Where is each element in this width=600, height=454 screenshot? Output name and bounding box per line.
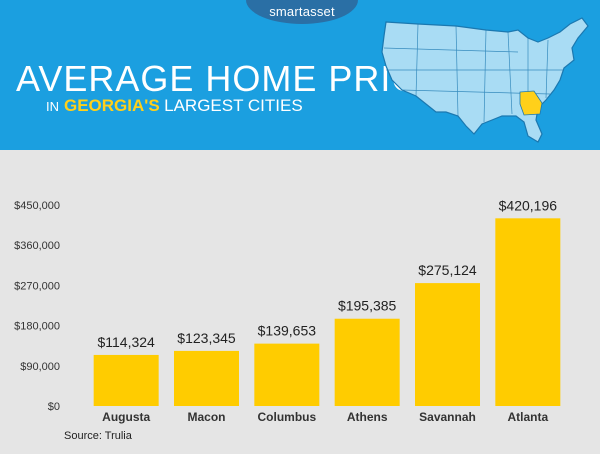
value-label: $123,345 (177, 330, 236, 346)
value-label: $195,385 (338, 298, 397, 314)
x-tick-label: Athens (347, 410, 388, 424)
bar-chart-svg: $0 $90,000 $180,000 $270,000 $360,000 $450,00… (14, 197, 561, 424)
page-subtitle: IN GEORGIA'S LARGEST CITIES (46, 96, 303, 116)
subtitle-rest: LARGEST CITIES (164, 96, 303, 115)
y-tick-label: $180,000 (14, 321, 60, 333)
value-label: $420,196 (499, 197, 558, 213)
bar-columbus (254, 343, 320, 406)
y-tick-label: $360,000 (14, 240, 60, 252)
brand-tab: smartasset (246, 0, 358, 24)
bar-athens (334, 318, 400, 406)
us-map-icon (381, 17, 589, 143)
x-tick-label: Macon (187, 410, 225, 424)
bar-macon (174, 350, 239, 406)
value-label: $139,653 (258, 323, 317, 339)
y-tick-label: $270,000 (14, 280, 60, 292)
bar-savannah (415, 283, 480, 406)
x-tick-label: Savannah (419, 410, 476, 424)
bar-atlanta (495, 218, 561, 406)
x-tick-label: Columbus (257, 410, 316, 424)
source-note: Source: Trulia (64, 430, 132, 442)
subtitle-highlight: GEORGIA'S (64, 96, 160, 115)
value-label: $275,124 (418, 262, 477, 278)
page-title: AVERAGE HOME PRICE (16, 58, 444, 99)
y-tick-label: $0 (48, 401, 60, 413)
x-tick-label: Atlanta (507, 410, 548, 424)
bar-chart: $0 $90,000 $180,000 $270,000 $360,000 $450,00… (0, 150, 600, 454)
header-banner: smartasset AVERAGE HOME PRICE IN GEORGIA'… (0, 0, 600, 150)
x-tick-label: Augusta (102, 410, 150, 424)
y-tick-label: $90,000 (20, 361, 60, 373)
georgia-highlight (519, 90, 543, 116)
y-tick-label: $450,000 (14, 200, 60, 212)
subtitle-prefix: IN (46, 99, 59, 114)
bar-augusta (93, 354, 159, 406)
brand-logo-text: smartasset (269, 4, 335, 19)
value-label: $114,324 (97, 334, 155, 350)
